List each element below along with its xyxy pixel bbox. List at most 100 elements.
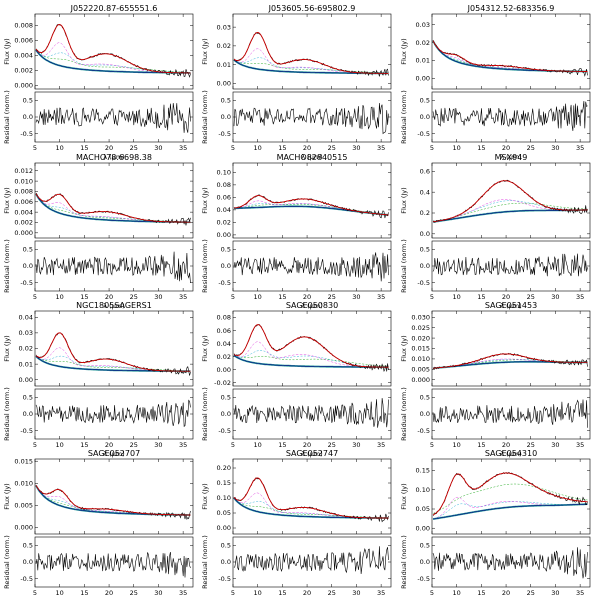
panel-title: MACHO82840515 — [277, 153, 348, 162]
total-model-line — [233, 32, 389, 74]
x-tick-label: 20 — [105, 293, 113, 301]
x-tick-label: 20 — [502, 441, 510, 449]
residual-line — [35, 551, 191, 578]
y-tick-label: 0.010 — [411, 355, 430, 363]
x-tick-label: 30 — [352, 589, 360, 596]
x-tick-label: 25 — [527, 589, 535, 596]
residual-tick-label: 0.0 — [420, 410, 430, 418]
y-tick-label: 0.015 — [14, 457, 33, 465]
y-tick-label: 0.008 — [14, 188, 33, 196]
panel-10: SAGE052707 5 10 15 20 25 30 35 λ (μm) 0.000 0.005 0… — [3, 449, 194, 596]
y-tick-label: 0.20 — [217, 464, 231, 472]
x-tick-label: 25 — [130, 589, 138, 596]
residual-tick-label: 0.5 — [420, 246, 430, 254]
x-tick-label: 35 — [576, 144, 584, 152]
x-tick-label: 35 — [179, 441, 187, 449]
x-axis-label: λ (μm) — [500, 450, 521, 458]
y-tick-label: 0.01 — [19, 360, 33, 368]
residual-tick-label: 0.5 — [420, 394, 430, 402]
residual-tick-label: 0.5 — [221, 542, 231, 550]
x-tick-label: 10 — [56, 293, 64, 301]
flux-axes-frame — [431, 13, 591, 90]
panel-title: MACHO78.6698.38 — [76, 153, 152, 162]
y-tick-label: 0.002 — [14, 219, 33, 227]
x-axis-label: λ (μm) — [103, 153, 124, 161]
x-tick-label: 20 — [502, 293, 510, 301]
y-tick-label: 0.00 — [217, 366, 231, 374]
flux-axis-label: Flux (Jy) — [3, 187, 11, 213]
dust-component-line — [233, 354, 389, 367]
residual-tick-label: 0.5 — [23, 97, 33, 105]
residual-axis-label: Residual (norm.) — [3, 535, 11, 589]
x-axis-label: λ (μm) — [500, 153, 521, 161]
y-tick-label: 0.005 — [14, 502, 33, 510]
y-tick-label: 0.00 — [217, 80, 231, 88]
x-tick-label: 35 — [576, 293, 584, 301]
residual-tick-label: 0.0 — [221, 113, 231, 121]
y-tick-label: 0.000 — [14, 81, 33, 89]
x-tick-label: 15 — [477, 441, 485, 449]
panel-title: SAGE051453 — [485, 301, 537, 310]
dust-component-line — [35, 355, 191, 372]
residual-axis-label: Residual (norm.) — [3, 239, 11, 293]
residual-axis-label: Residual (norm.) — [400, 90, 408, 144]
total-model-line — [233, 477, 389, 519]
dust-component-line — [35, 49, 191, 73]
residual-tick-label: -0.5 — [20, 427, 33, 435]
residual-tick-label: -0.5 — [417, 575, 430, 583]
stellar-continuum-line — [35, 193, 191, 223]
panel-3: J054312.52-683356.9 5 10 15 20 25 30 35 λ (μm) 0.… — [400, 4, 591, 161]
y-tick-label: 0.000 — [14, 229, 33, 237]
y-tick-label: 0.005 — [411, 366, 430, 374]
panel-7: NGC1805SAGERS1 5 10 15 20 25 30 35 λ (μm) 0.00 0.0… — [3, 301, 194, 458]
residual-tick-label: 0.5 — [221, 246, 231, 254]
x-tick-label: 30 — [154, 293, 162, 301]
flux-axes-frame — [34, 310, 194, 387]
residual-axes-frame — [232, 388, 392, 440]
x-tick-label: 30 — [551, 441, 559, 449]
x-tick-label: 30 — [154, 589, 162, 596]
y-tick-label: 0.00 — [217, 231, 231, 239]
y-tick-label: 0.0 — [420, 230, 430, 238]
residual-axis-label: Residual (norm.) — [3, 387, 11, 441]
residual-axis-label: Residual (norm.) — [3, 90, 11, 144]
flux-axes-frame — [431, 458, 591, 535]
dust-component-line — [35, 355, 191, 372]
dust-component-line — [432, 200, 588, 222]
y-tick-label: 0.008 — [14, 21, 33, 29]
x-tick-label: 10 — [254, 293, 262, 301]
stellar-continuum-line — [432, 503, 588, 520]
flux-axis-label: Flux (Jy) — [400, 187, 408, 213]
x-tick-label: 15 — [278, 441, 286, 449]
x-tick-label: 5 — [33, 293, 37, 301]
x-tick-label: 10 — [453, 589, 461, 596]
y-tick-label: 0.08 — [217, 181, 231, 189]
x-tick-label: 25 — [130, 441, 138, 449]
y-tick-label: 0.01 — [217, 61, 231, 69]
x-tick-label: 20 — [502, 144, 510, 152]
panel-2: J053605.56-695802.9 5 10 15 20 25 30 35 λ (μm) 0.… — [201, 4, 392, 161]
residual-tick-label: -0.5 — [20, 279, 33, 287]
observed-spectrum-line — [35, 24, 191, 78]
residual-tick-label: -0.5 — [218, 575, 231, 583]
x-tick-label: 30 — [551, 293, 559, 301]
stellar-continuum-line — [35, 356, 191, 372]
y-tick-label: 0.010 — [14, 177, 33, 185]
panel-5: MACHO82840515 5 10 15 20 25 30 35 λ (μm) 0.00 0.02… — [201, 153, 392, 310]
residual-axis-label: Residual (norm.) — [201, 535, 209, 589]
residual-tick-label: 0.0 — [23, 262, 33, 270]
residual-tick-label: 0.5 — [23, 542, 33, 550]
dust-component-line — [233, 59, 389, 74]
flux-axis-label: Flux (Jy) — [201, 483, 209, 509]
flux-axes-frame — [431, 162, 591, 239]
residual-tick-label: 0.0 — [23, 113, 33, 121]
dust-component-line — [432, 483, 588, 514]
x-tick-label: 20 — [105, 441, 113, 449]
stellar-continuum-line — [432, 40, 588, 73]
y-tick-label: 0.06 — [217, 194, 231, 202]
y-tick-label: 0.10 — [217, 169, 231, 177]
flux-axes-frame — [232, 458, 392, 535]
panel-9: SAGE051453 5 10 15 20 25 30 35 λ (μm) 0.000 0.005 0… — [400, 301, 591, 458]
dust-component-line — [432, 40, 588, 72]
y-tick-label: -0.02 — [214, 379, 231, 387]
